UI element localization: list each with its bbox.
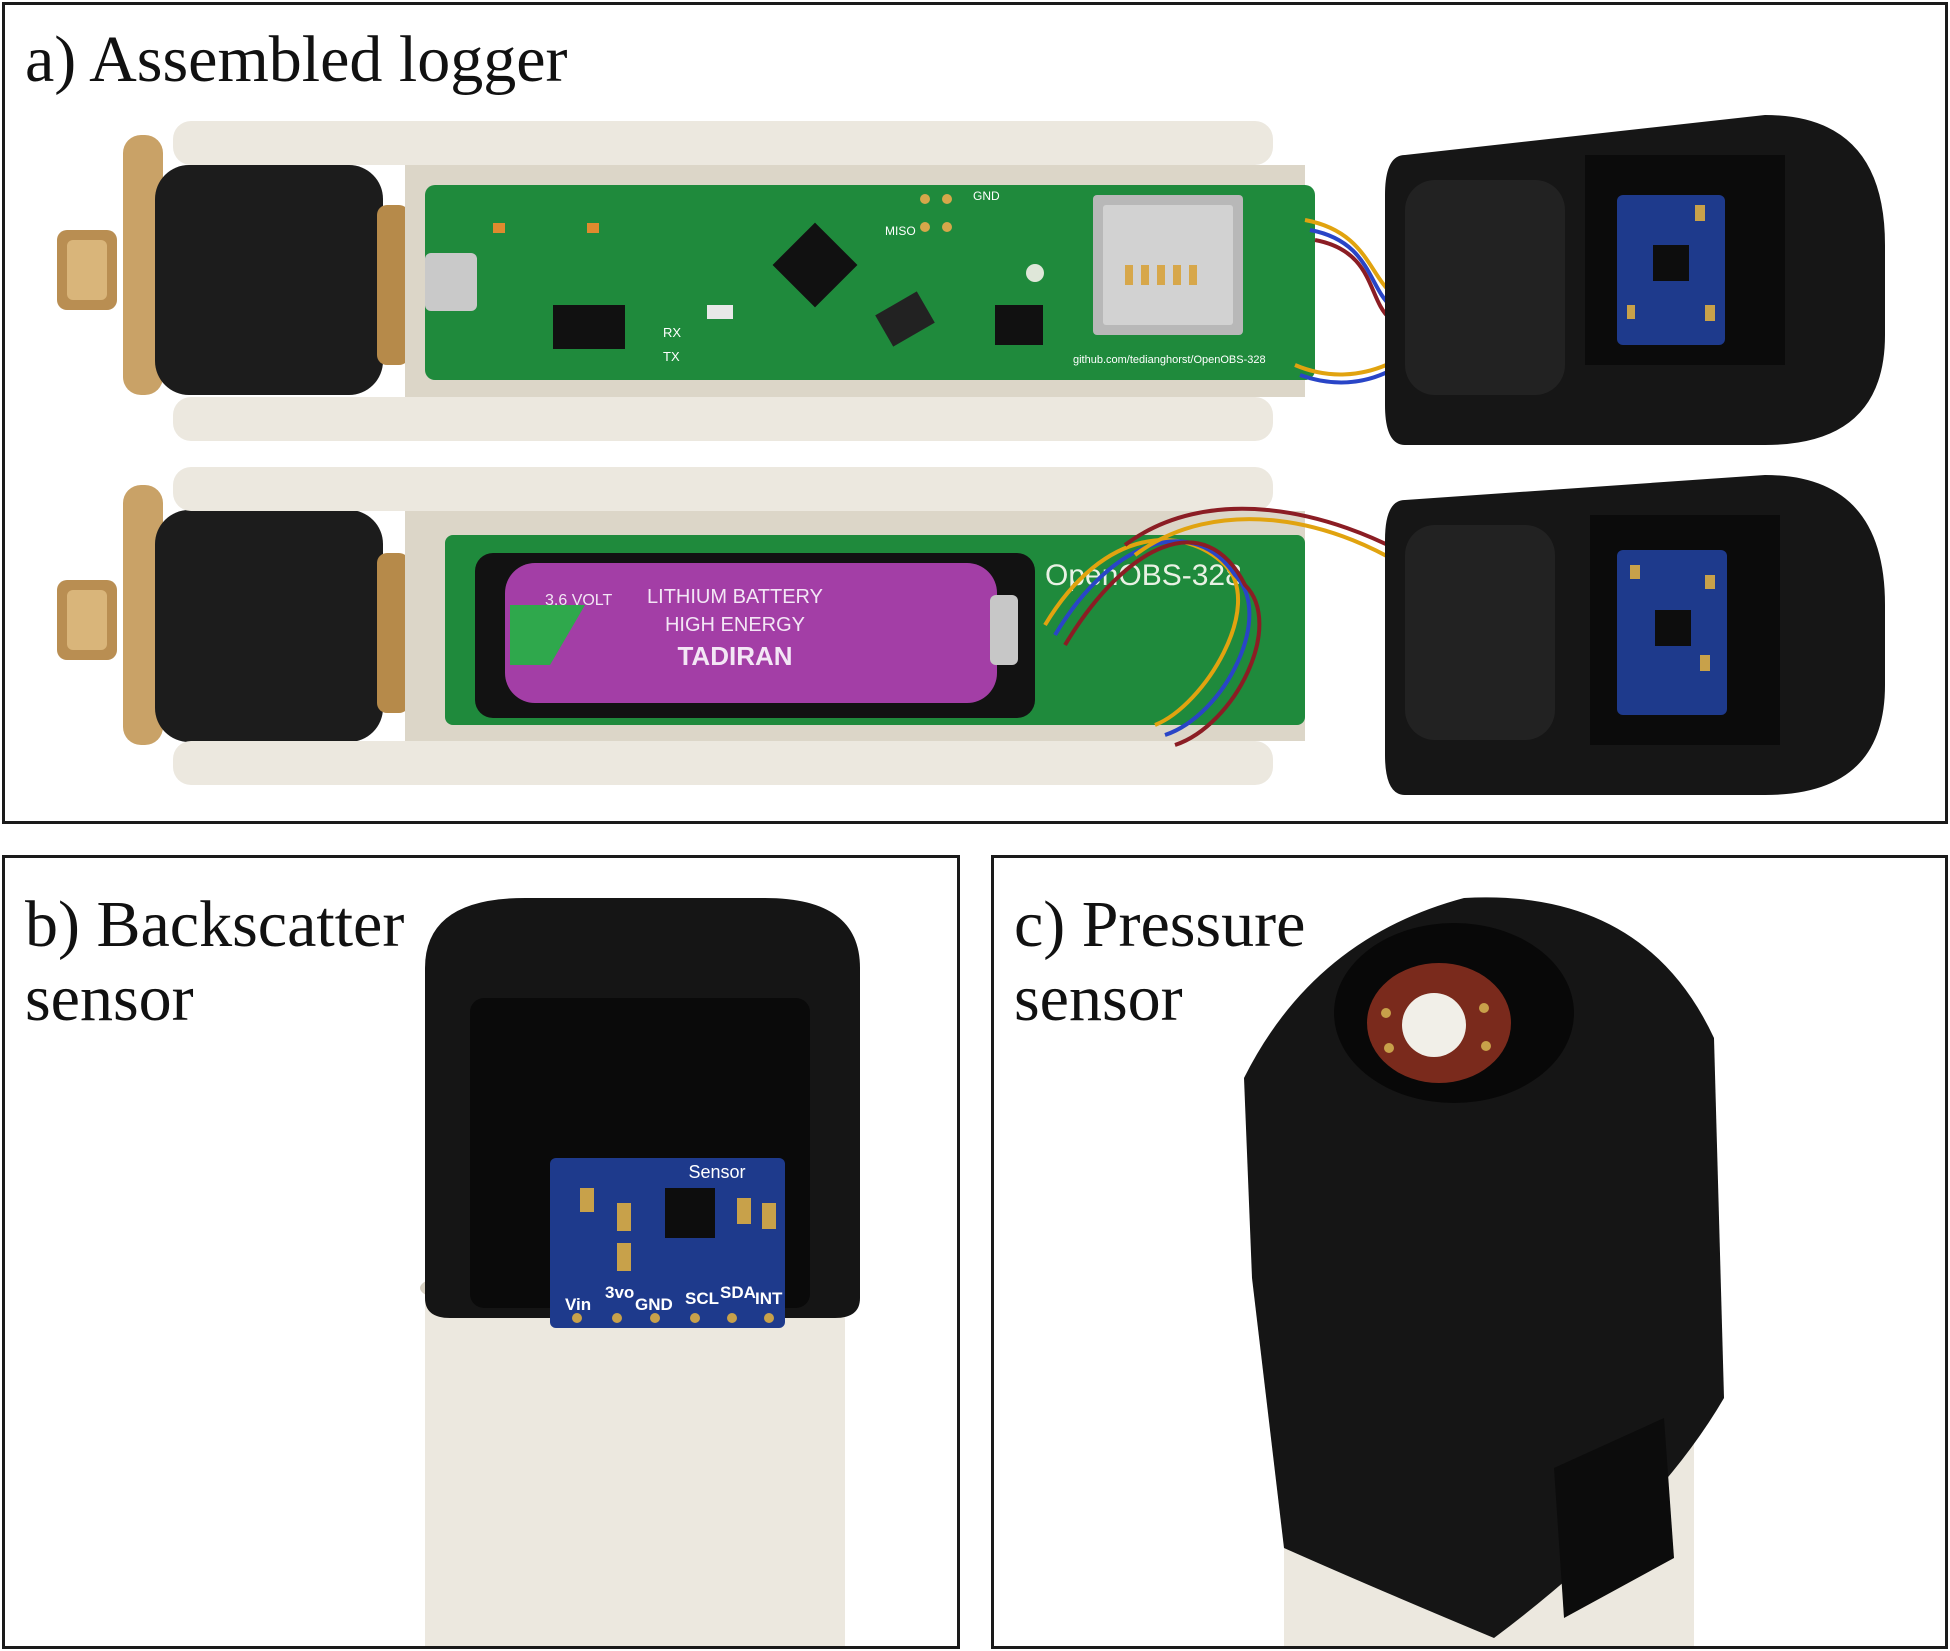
battery-cell	[505, 563, 997, 703]
pin-label-gnd: GND	[635, 1295, 673, 1314]
panel-assembled-logger: a) Assembled logger	[2, 2, 1948, 824]
logger-bottom: OpenOBS-328 LITHIUM BATTERY HIGH ENERGY …	[57, 467, 1885, 795]
board-name: OpenOBS-328	[1045, 559, 1242, 592]
pin-label-scl: SCL	[685, 1289, 719, 1308]
panel-a-caption: a) Assembled logger	[25, 23, 568, 96]
silk-rx: RX	[663, 325, 681, 340]
assembled-logger-photo: GND MISO RX TX github.com/tedianghorst/O…	[57, 115, 1885, 795]
usb-port	[425, 253, 477, 311]
rubber-endcap	[155, 165, 383, 395]
microcontroller-chip	[772, 222, 858, 308]
tube-rail-top	[173, 121, 1273, 165]
panel-pressure-sensor: c) Pressure sensor	[991, 855, 1948, 1649]
battery-brand: TADIRAN	[677, 641, 792, 671]
battery-text-line2: LITHIUM BATTERY	[647, 586, 823, 608]
silk-url: github.com/tedianghorst/OpenOBS-328	[1073, 354, 1266, 366]
silk-gnd: GND	[973, 189, 1000, 203]
chip-regulator	[553, 305, 625, 349]
tube-rail-bottom	[173, 397, 1273, 441]
panel-c-caption: c) Pressure sensor	[1014, 888, 1306, 1035]
pin-label-sda: SDA	[720, 1283, 756, 1302]
silk-tx: TX	[663, 349, 680, 364]
side-window	[1554, 1418, 1674, 1618]
pin-label-3vo: 3vo	[605, 1283, 634, 1302]
pressure-sensor-membrane	[1402, 993, 1466, 1057]
backscatter-sensor-photo: Sensor Vin 3vo GND SCL SDA INT	[420, 898, 860, 1646]
panel-b-caption: b) Backscatter sensor	[25, 888, 405, 1035]
pin-label-int: INT	[755, 1289, 783, 1308]
brass-flange	[123, 135, 163, 395]
panel-backscatter-sensor: b) Backscatter sensor Sensor Vin 3vo GND…	[2, 855, 960, 1649]
logger-top: GND MISO RX TX github.com/tedianghorst/O…	[57, 115, 1885, 445]
pin-label-vin: Vin	[565, 1295, 591, 1314]
main-pcb	[425, 185, 1315, 380]
sensor-chip	[665, 1188, 715, 1238]
pressure-sensor-photo	[1244, 897, 1724, 1646]
battery-volt: 3.6 VOLT	[545, 592, 613, 609]
sensor-board-label: Sensor	[688, 1162, 745, 1182]
tube-body	[425, 1288, 845, 1646]
battery-text-line1: HIGH ENERGY	[665, 614, 805, 636]
backscatter-sensor-board	[550, 1158, 785, 1328]
silk-miso: MISO	[885, 224, 916, 238]
chip-eeprom	[995, 305, 1043, 345]
